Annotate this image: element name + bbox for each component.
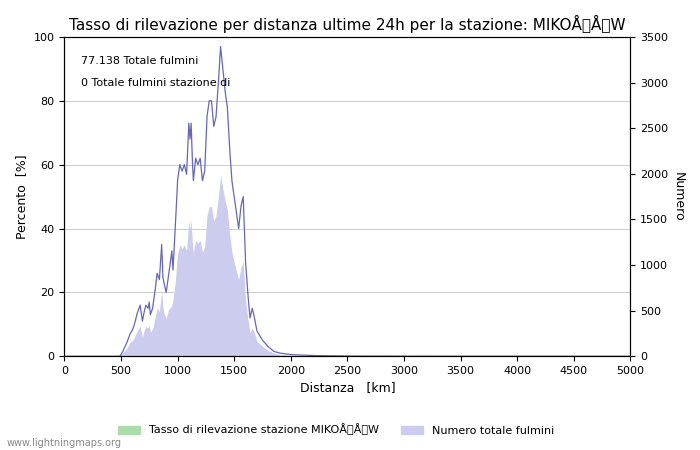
- Title: Tasso di rilevazione per distanza ultime 24h per la stazione: MIKOÅÅW: Tasso di rilevazione per distanza ultime…: [69, 15, 626, 33]
- X-axis label: Distanza   [km]: Distanza [km]: [300, 382, 395, 395]
- Y-axis label: Numero: Numero: [672, 172, 685, 221]
- Y-axis label: Percento  [%]: Percento [%]: [15, 154, 28, 239]
- Text: 77.138 Totale fulmini: 77.138 Totale fulmini: [81, 56, 199, 66]
- Legend: Tasso di rilevazione stazione MIKOÅÅW, Numero totale fulmini: Tasso di rilevazione stazione MIKOÅÅW,…: [113, 419, 559, 440]
- Text: 0 Totale fulmini stazione di: 0 Totale fulmini stazione di: [81, 78, 230, 89]
- Text: www.lightningmaps.org: www.lightningmaps.org: [7, 438, 122, 448]
